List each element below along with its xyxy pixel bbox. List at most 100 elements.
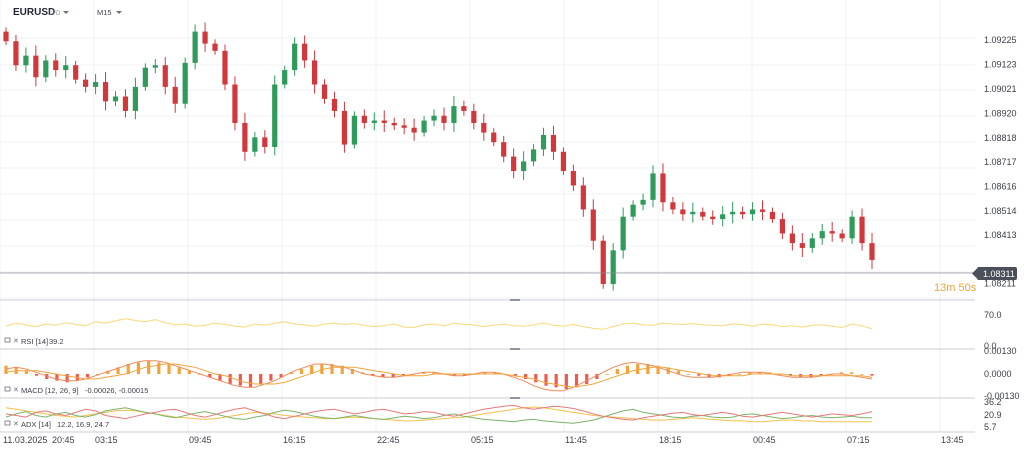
macd-histogram-bar bbox=[687, 374, 691, 375]
close-icon[interactable]: ✕ bbox=[13, 387, 19, 394]
time-tick-label: 05:15 bbox=[471, 435, 494, 445]
close-icon[interactable]: ✕ bbox=[13, 421, 19, 428]
macd-histogram-bar bbox=[564, 374, 568, 389]
adx-label: ADX [14] bbox=[21, 420, 51, 429]
macd-histogram-bar bbox=[126, 364, 130, 374]
candle-body bbox=[550, 134, 557, 152]
candle-body bbox=[769, 211, 776, 220]
macd-histogram-bar bbox=[493, 372, 497, 374]
price-axis: 1.09225 1.09123 1.09021 1.08920 1.08818 1.087… bbox=[984, 35, 1017, 289]
macd-histogram-bar bbox=[65, 374, 69, 383]
candle-body bbox=[311, 60, 318, 85]
macd-histogram-bar bbox=[279, 374, 283, 378]
time-tick-label: 03:15 bbox=[95, 435, 118, 445]
macd-histogram-bar bbox=[96, 374, 100, 375]
macd-histogram-bar bbox=[157, 362, 161, 374]
candle-body bbox=[799, 243, 805, 248]
adx-tick-label: 36.2 bbox=[984, 397, 1002, 407]
macd-histogram-bar bbox=[788, 374, 793, 376]
candle-body bbox=[451, 106, 457, 123]
candle-body bbox=[162, 65, 168, 87]
candle-body bbox=[391, 122, 397, 126]
macd-histogram-bar bbox=[391, 374, 395, 378]
macd-histogram-bar bbox=[350, 369, 354, 374]
candle-body bbox=[112, 96, 119, 102]
macd-histogram-bar bbox=[147, 360, 151, 374]
macd-histogram-bar bbox=[860, 374, 864, 375]
candle-body bbox=[321, 84, 328, 99]
candle-body bbox=[570, 171, 576, 186]
macd-histogram-bar bbox=[839, 372, 844, 374]
candle-body bbox=[610, 250, 616, 284]
macd-legend: ✕ MACD [12, 26, 9] -0.00026, -0.00015 bbox=[4, 386, 148, 395]
macd-histogram-bar bbox=[737, 374, 742, 375]
candle-body bbox=[361, 115, 367, 123]
macd-tick-label: -0.00130 bbox=[984, 391, 1020, 401]
macd-histogram bbox=[4, 360, 874, 389]
candle-body bbox=[540, 134, 547, 150]
candle-body bbox=[13, 41, 19, 66]
macd-histogram-bar bbox=[452, 374, 456, 376]
candle-body bbox=[83, 79, 89, 87]
symbol-dropdown-icon[interactable] bbox=[63, 11, 69, 14]
timeframe-dropdown-icon[interactable] bbox=[116, 11, 122, 14]
candle-body bbox=[122, 96, 129, 111]
candle-body bbox=[172, 86, 178, 104]
macd-histogram-bar bbox=[116, 367, 120, 374]
candle-body bbox=[381, 120, 387, 123]
candle-body bbox=[580, 185, 586, 210]
candlestick-series bbox=[3, 22, 875, 291]
candle-body bbox=[660, 173, 666, 203]
macd-histogram-bar bbox=[554, 374, 558, 388]
adx-legend: ✕ ADX [14] 12.2, 16.9, 24.7 bbox=[4, 420, 109, 429]
candle-body bbox=[739, 211, 746, 215]
candle-body bbox=[43, 60, 49, 78]
macd-histogram-bar bbox=[177, 367, 181, 374]
pane-menu-icon[interactable] bbox=[4, 386, 11, 392]
macd-histogram-bar bbox=[371, 374, 375, 376]
macd-tick-label: 0.0000 bbox=[984, 369, 1012, 379]
price-tick-label: 1.09021 bbox=[984, 84, 1017, 94]
macd-signal-line bbox=[5, 363, 873, 388]
time-tick-label: 22:45 bbox=[377, 435, 400, 445]
candle-body bbox=[341, 110, 348, 145]
pane-menu-icon[interactable] bbox=[4, 337, 11, 343]
candle-body bbox=[351, 115, 357, 145]
pane-menu-icon[interactable] bbox=[4, 420, 11, 426]
timeframe-label[interactable]: M15 bbox=[97, 8, 112, 17]
candle-body bbox=[590, 209, 596, 241]
candle-body bbox=[501, 142, 507, 157]
candle-body bbox=[182, 62, 188, 104]
candle-body bbox=[411, 127, 417, 133]
candle-body bbox=[511, 156, 517, 172]
candle-body bbox=[3, 31, 9, 42]
macd-histogram-bar bbox=[850, 372, 854, 374]
candle-body bbox=[202, 31, 208, 44]
candle-body bbox=[759, 209, 766, 212]
macd-label: MACD [12, 26, 9] bbox=[21, 386, 79, 395]
candle-body bbox=[560, 151, 567, 172]
candle-body bbox=[700, 211, 706, 217]
macd-histogram-bar bbox=[870, 374, 874, 376]
rsi-axis: 70.0 0.0 bbox=[984, 310, 1002, 351]
time-tick-label: 13:45 bbox=[941, 435, 964, 445]
candle-body bbox=[421, 120, 427, 133]
candle-body bbox=[809, 238, 815, 248]
macd-histogram-bar bbox=[136, 362, 141, 374]
close-icon[interactable]: ✕ bbox=[13, 338, 19, 345]
macd-histogram-bar bbox=[208, 374, 212, 378]
macd-histogram-bar bbox=[167, 364, 171, 374]
macd-histogram-bar bbox=[422, 372, 426, 374]
candle-body bbox=[73, 65, 79, 80]
adx-tick-label: 5.7 bbox=[984, 422, 997, 432]
time-tick-label: 16:15 bbox=[283, 435, 306, 445]
macd-histogram-bar bbox=[310, 365, 314, 374]
symbol-label: EURUSD bbox=[13, 7, 55, 18]
time-axis: 11.03.2025 20:45 03:15 09:45 16:15 22:45 05:15… bbox=[3, 435, 964, 445]
candle-body bbox=[640, 199, 646, 205]
candle-body bbox=[471, 110, 477, 123]
macd-histogram-bar bbox=[197, 374, 202, 375]
macd-histogram-bar bbox=[462, 374, 467, 376]
candle-body bbox=[242, 122, 248, 152]
